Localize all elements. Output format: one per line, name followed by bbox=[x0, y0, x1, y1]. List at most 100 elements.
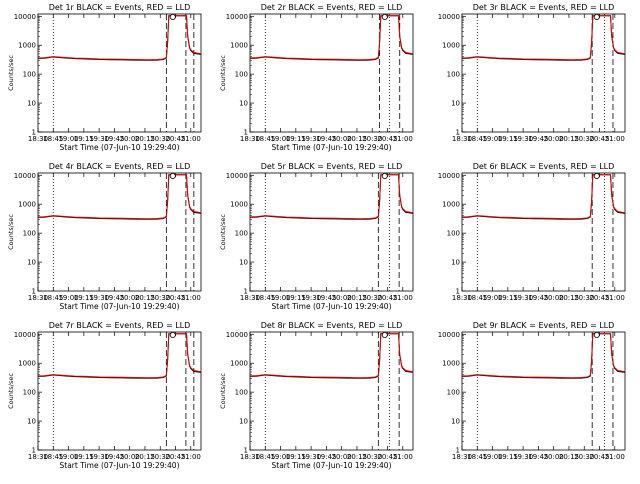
plot-frame bbox=[461, 172, 626, 292]
saturation-marker bbox=[593, 13, 600, 20]
series-events-line bbox=[461, 333, 626, 379]
y-tick-label: 10 bbox=[451, 100, 460, 108]
y-tick-label: 100 bbox=[235, 71, 248, 79]
series-events-line bbox=[461, 15, 626, 61]
x-tick-label: 20:15 bbox=[347, 294, 367, 302]
y-tick-label: 1 bbox=[244, 129, 248, 137]
x-tick-label: 19:45 bbox=[316, 135, 336, 143]
x-tick-label: 20:15 bbox=[559, 453, 579, 461]
panel-title: Det 1r BLACK = Events, RED = LLD bbox=[49, 3, 191, 12]
x-tick-label: 18:30 bbox=[452, 453, 472, 461]
x-tick-label: 18:45 bbox=[467, 135, 487, 143]
y-tick-label: 1 bbox=[244, 447, 248, 455]
x-tick-label: 19:00 bbox=[270, 453, 290, 461]
x-tick-label: 21:00 bbox=[181, 453, 201, 461]
plot-frame bbox=[37, 13, 202, 133]
x-tick-label: 20:00 bbox=[120, 453, 140, 461]
panel-title: Det 9r BLACK = Events, RED = LLD bbox=[473, 321, 615, 330]
y-tick-label: 10000 bbox=[438, 172, 460, 180]
x-tick-label: 21:00 bbox=[605, 294, 625, 302]
panel-det-6: Det 6r BLACK = Events, RED = LLD 1 10 100 10… bbox=[438, 162, 626, 302]
x-tick-label: 20:45 bbox=[589, 453, 609, 461]
x-tick-label: 21:00 bbox=[181, 294, 201, 302]
series-events-line bbox=[37, 174, 202, 220]
x-tick-label: 20:45 bbox=[589, 135, 609, 143]
x-tick-label: 18:45 bbox=[255, 453, 275, 461]
y-tick-label: 10 bbox=[239, 418, 248, 426]
panel-title: Det 2r BLACK = Events, RED = LLD bbox=[261, 3, 403, 12]
series-events-line bbox=[37, 333, 202, 379]
y-tick-label: 10 bbox=[239, 259, 248, 267]
panel-det-2: Det 2r BLACK = Events, RED = LLD 1 10 100 10… bbox=[219, 3, 414, 152]
plot-frame bbox=[37, 172, 202, 292]
x-tick-label: 21:00 bbox=[393, 135, 413, 143]
saturation-marker bbox=[169, 331, 176, 338]
x-tick-label: 20:30 bbox=[574, 453, 594, 461]
y-axis-label: Counts/sec bbox=[219, 55, 227, 91]
x-tick-label: 19:30 bbox=[89, 135, 109, 143]
series-lld-line bbox=[461, 333, 626, 379]
y-tick-label: 10 bbox=[239, 100, 248, 108]
y-tick-label: 1 bbox=[456, 288, 460, 296]
x-tick-label: 19:00 bbox=[482, 135, 502, 143]
series-events-line bbox=[249, 174, 414, 220]
x-tick-label: 19:15 bbox=[74, 135, 94, 143]
x-tick-label: 20:30 bbox=[362, 294, 382, 302]
x-tick-label: 19:45 bbox=[316, 453, 336, 461]
y-tick-label: 1 bbox=[32, 129, 36, 137]
x-tick-label: 19:15 bbox=[74, 453, 94, 461]
series-lld-line bbox=[37, 15, 202, 61]
x-tick-label: 19:15 bbox=[498, 294, 518, 302]
x-tick-label: 19:45 bbox=[104, 135, 124, 143]
y-tick-label: 10 bbox=[27, 100, 36, 108]
panel-title: Det 5r BLACK = Events, RED = LLD bbox=[261, 162, 403, 171]
y-tick-label: 1000 bbox=[230, 360, 248, 368]
x-tick-label: 18:45 bbox=[467, 294, 487, 302]
x-tick-label: 19:15 bbox=[74, 294, 94, 302]
y-tick-label: 1000 bbox=[442, 42, 460, 50]
y-tick-label: 100 bbox=[235, 389, 248, 397]
x-tick-label: 20:30 bbox=[362, 135, 382, 143]
panel-title: Det 8r BLACK = Events, RED = LLD bbox=[261, 321, 403, 330]
x-tick-label: 20:30 bbox=[150, 294, 170, 302]
x-axis-label: Start Time (07-Jun-10 19:29:40) bbox=[272, 302, 392, 311]
x-tick-label: 20:15 bbox=[135, 135, 155, 143]
x-tick-label: 18:30 bbox=[452, 294, 472, 302]
x-tick-label: 20:15 bbox=[347, 135, 367, 143]
x-tick-label: 18:30 bbox=[28, 135, 48, 143]
y-tick-label: 10000 bbox=[14, 331, 36, 339]
x-tick-label: 18:45 bbox=[255, 135, 275, 143]
x-axis-label: Start Time (07-Jun-10 19:29:40) bbox=[60, 143, 180, 152]
series-events-line bbox=[249, 15, 414, 61]
x-tick-label: 20:00 bbox=[544, 135, 564, 143]
x-tick-label: 19:00 bbox=[270, 135, 290, 143]
y-tick-label: 1 bbox=[456, 129, 460, 137]
y-tick-label: 1 bbox=[244, 288, 248, 296]
series-events-line bbox=[461, 174, 626, 220]
saturation-marker bbox=[381, 172, 388, 179]
y-tick-label: 1000 bbox=[18, 360, 36, 368]
x-tick-label: 20:45 bbox=[377, 294, 397, 302]
series-lld-line bbox=[37, 174, 202, 220]
x-tick-label: 18:45 bbox=[467, 453, 487, 461]
x-tick-label: 19:15 bbox=[498, 135, 518, 143]
x-tick-label: 18:45 bbox=[43, 294, 63, 302]
y-tick-label: 10 bbox=[451, 418, 460, 426]
y-tick-label: 100 bbox=[235, 230, 248, 238]
x-tick-label: 19:15 bbox=[286, 135, 306, 143]
y-tick-label: 10000 bbox=[226, 331, 248, 339]
y-axis-label: Counts/sec bbox=[219, 373, 227, 409]
y-tick-label: 10 bbox=[27, 418, 36, 426]
series-lld-line bbox=[249, 15, 414, 61]
x-tick-label: 18:30 bbox=[28, 294, 48, 302]
x-tick-label: 18:30 bbox=[452, 135, 472, 143]
x-tick-label: 20:00 bbox=[120, 294, 140, 302]
x-tick-label: 19:30 bbox=[89, 294, 109, 302]
x-tick-label: 20:00 bbox=[120, 135, 140, 143]
y-tick-label: 10000 bbox=[14, 13, 36, 21]
x-tick-label: 20:30 bbox=[150, 135, 170, 143]
x-tick-label: 19:45 bbox=[104, 294, 124, 302]
x-tick-label: 18:30 bbox=[240, 135, 260, 143]
